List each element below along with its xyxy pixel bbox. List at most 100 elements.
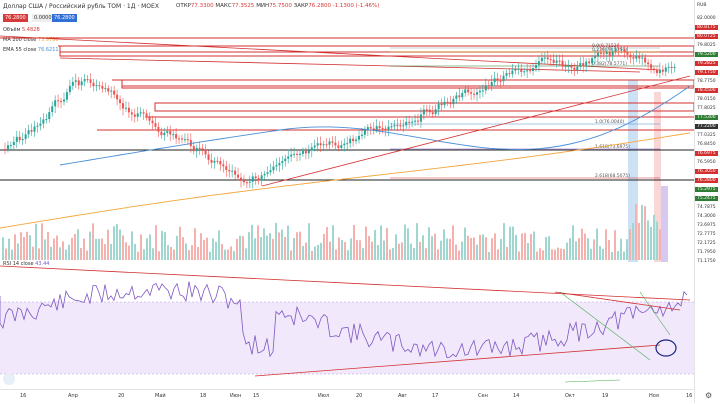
price-tick: 80.8175 — [695, 25, 718, 30]
volume-bar — [503, 223, 505, 260]
candle-body — [136, 113, 139, 117]
price-badge-sell[interactable]: 76.2800 — [3, 14, 28, 22]
volume-bar — [602, 248, 604, 260]
candle-body — [387, 126, 390, 131]
volume-bar — [185, 243, 187, 260]
candle-body — [54, 100, 57, 107]
price-tick: 79.2825 — [695, 61, 718, 66]
candle-body — [484, 85, 487, 91]
volume-bar — [584, 233, 586, 260]
volume-bar — [491, 238, 493, 260]
candle-body — [331, 141, 334, 143]
settings-gear-icon[interactable]: ⚙ — [705, 391, 713, 400]
volume-bar — [401, 242, 403, 260]
volume-indicator[interactable]: Объём 5.482B — [3, 27, 40, 33]
volume-bar — [470, 238, 472, 260]
volume-bar — [236, 238, 238, 260]
volume-bar — [629, 229, 631, 260]
time-axis[interactable]: 16 Апр 20 Май 18 Июн 15 Июл 20 Авг 17 Сен 14 Окт 19 Ноя… — [0, 389, 694, 404]
volume-bar — [311, 250, 313, 260]
candle-body — [272, 166, 275, 171]
tradingview-logo[interactable] — [3, 373, 15, 385]
price-tick: 78.4500 — [695, 88, 718, 93]
date-tick: Ноя — [649, 393, 659, 399]
candle-body — [543, 57, 546, 59]
volume-bar — [119, 229, 121, 260]
volume-bar — [272, 238, 274, 260]
candle-body — [470, 92, 473, 94]
chart-title[interactable]: Доллар США / Российский рубль TOM · 1Д ·… — [3, 3, 159, 10]
volume-bar — [614, 230, 616, 260]
price-tick: 79.1750 — [695, 70, 718, 75]
volume-bar — [617, 251, 619, 260]
rsi-line — [0, 281, 688, 359]
candle-body — [9, 145, 12, 147]
volume-bar — [500, 239, 502, 260]
candle-body — [467, 89, 470, 93]
volume-bar — [605, 229, 607, 260]
price-tick: 79.8025 — [697, 43, 716, 48]
price-tick: 71.1750 — [697, 259, 716, 264]
candle-body — [355, 139, 358, 142]
volume-bar — [251, 224, 253, 260]
volume-bar — [239, 235, 241, 260]
candle-body — [281, 161, 284, 164]
ma200-indicator[interactable]: MA 200 close 73.9780 — [3, 37, 59, 43]
volume-bar — [554, 249, 556, 260]
volume-bar — [479, 234, 481, 260]
volume-bar — [287, 225, 289, 260]
candle-body — [92, 82, 95, 87]
uptrend-line — [261, 75, 691, 187]
candle-body — [36, 125, 39, 127]
candle-body — [487, 85, 490, 87]
candle-body — [514, 69, 517, 71]
volume-bar — [650, 226, 652, 260]
candle-body — [594, 56, 596, 59]
candle-body — [673, 66, 676, 69]
candle-body — [390, 126, 393, 128]
volume-bar — [350, 238, 352, 260]
candle-body — [349, 138, 352, 144]
candle-body — [275, 165, 278, 167]
candle-body — [269, 170, 272, 173]
ema55-indicator[interactable]: EMA 55 close 76.6211 — [3, 47, 59, 53]
volume-bar — [347, 250, 349, 260]
volume-bar — [596, 228, 598, 260]
candle-body — [549, 59, 552, 61]
price-badge-buy[interactable]: 76.2800 — [52, 14, 77, 22]
price-tick: 76.6975 — [695, 151, 718, 156]
candle-body — [605, 52, 608, 54]
candle-body — [124, 107, 127, 109]
rsi-label[interactable]: RSI 14 close 43.44 — [3, 261, 50, 267]
volume-bar — [467, 235, 469, 260]
candle-body — [299, 153, 301, 155]
candle-body — [670, 66, 673, 69]
candle-body — [428, 109, 431, 113]
candle-body — [157, 126, 160, 132]
candle-body — [48, 112, 51, 120]
candle-body — [319, 143, 322, 146]
price-axis[interactable]: RUB 82.0000 80.8175 80.0725 79.8025 79.5200 7… — [694, 0, 720, 403]
volume-bar — [365, 226, 367, 260]
volume-bar — [62, 241, 64, 260]
price-tick: 82.0000 — [697, 16, 716, 21]
candle-body — [632, 57, 635, 59]
volume-bar — [77, 229, 79, 260]
candle-body — [287, 156, 290, 159]
candle-body — [325, 144, 328, 146]
candle-body — [154, 123, 157, 127]
volume-bar — [182, 237, 184, 260]
candle-body — [30, 130, 33, 132]
candle-body — [478, 90, 481, 93]
price-chart[interactable]: 0.0(0.7153)0.236(79.5751)0.382(78.5771)1… — [0, 0, 694, 389]
volume-bar — [167, 245, 169, 260]
candle-body — [499, 80, 502, 82]
candle-body — [417, 120, 419, 122]
candle-body — [449, 102, 452, 105]
date-tick: Сен — [478, 393, 488, 399]
candle-body — [650, 64, 653, 69]
candle-body — [266, 172, 269, 174]
date-tick: Июл — [318, 393, 330, 399]
rsi-channel-line — [564, 379, 621, 383]
volume-bar — [329, 241, 331, 260]
